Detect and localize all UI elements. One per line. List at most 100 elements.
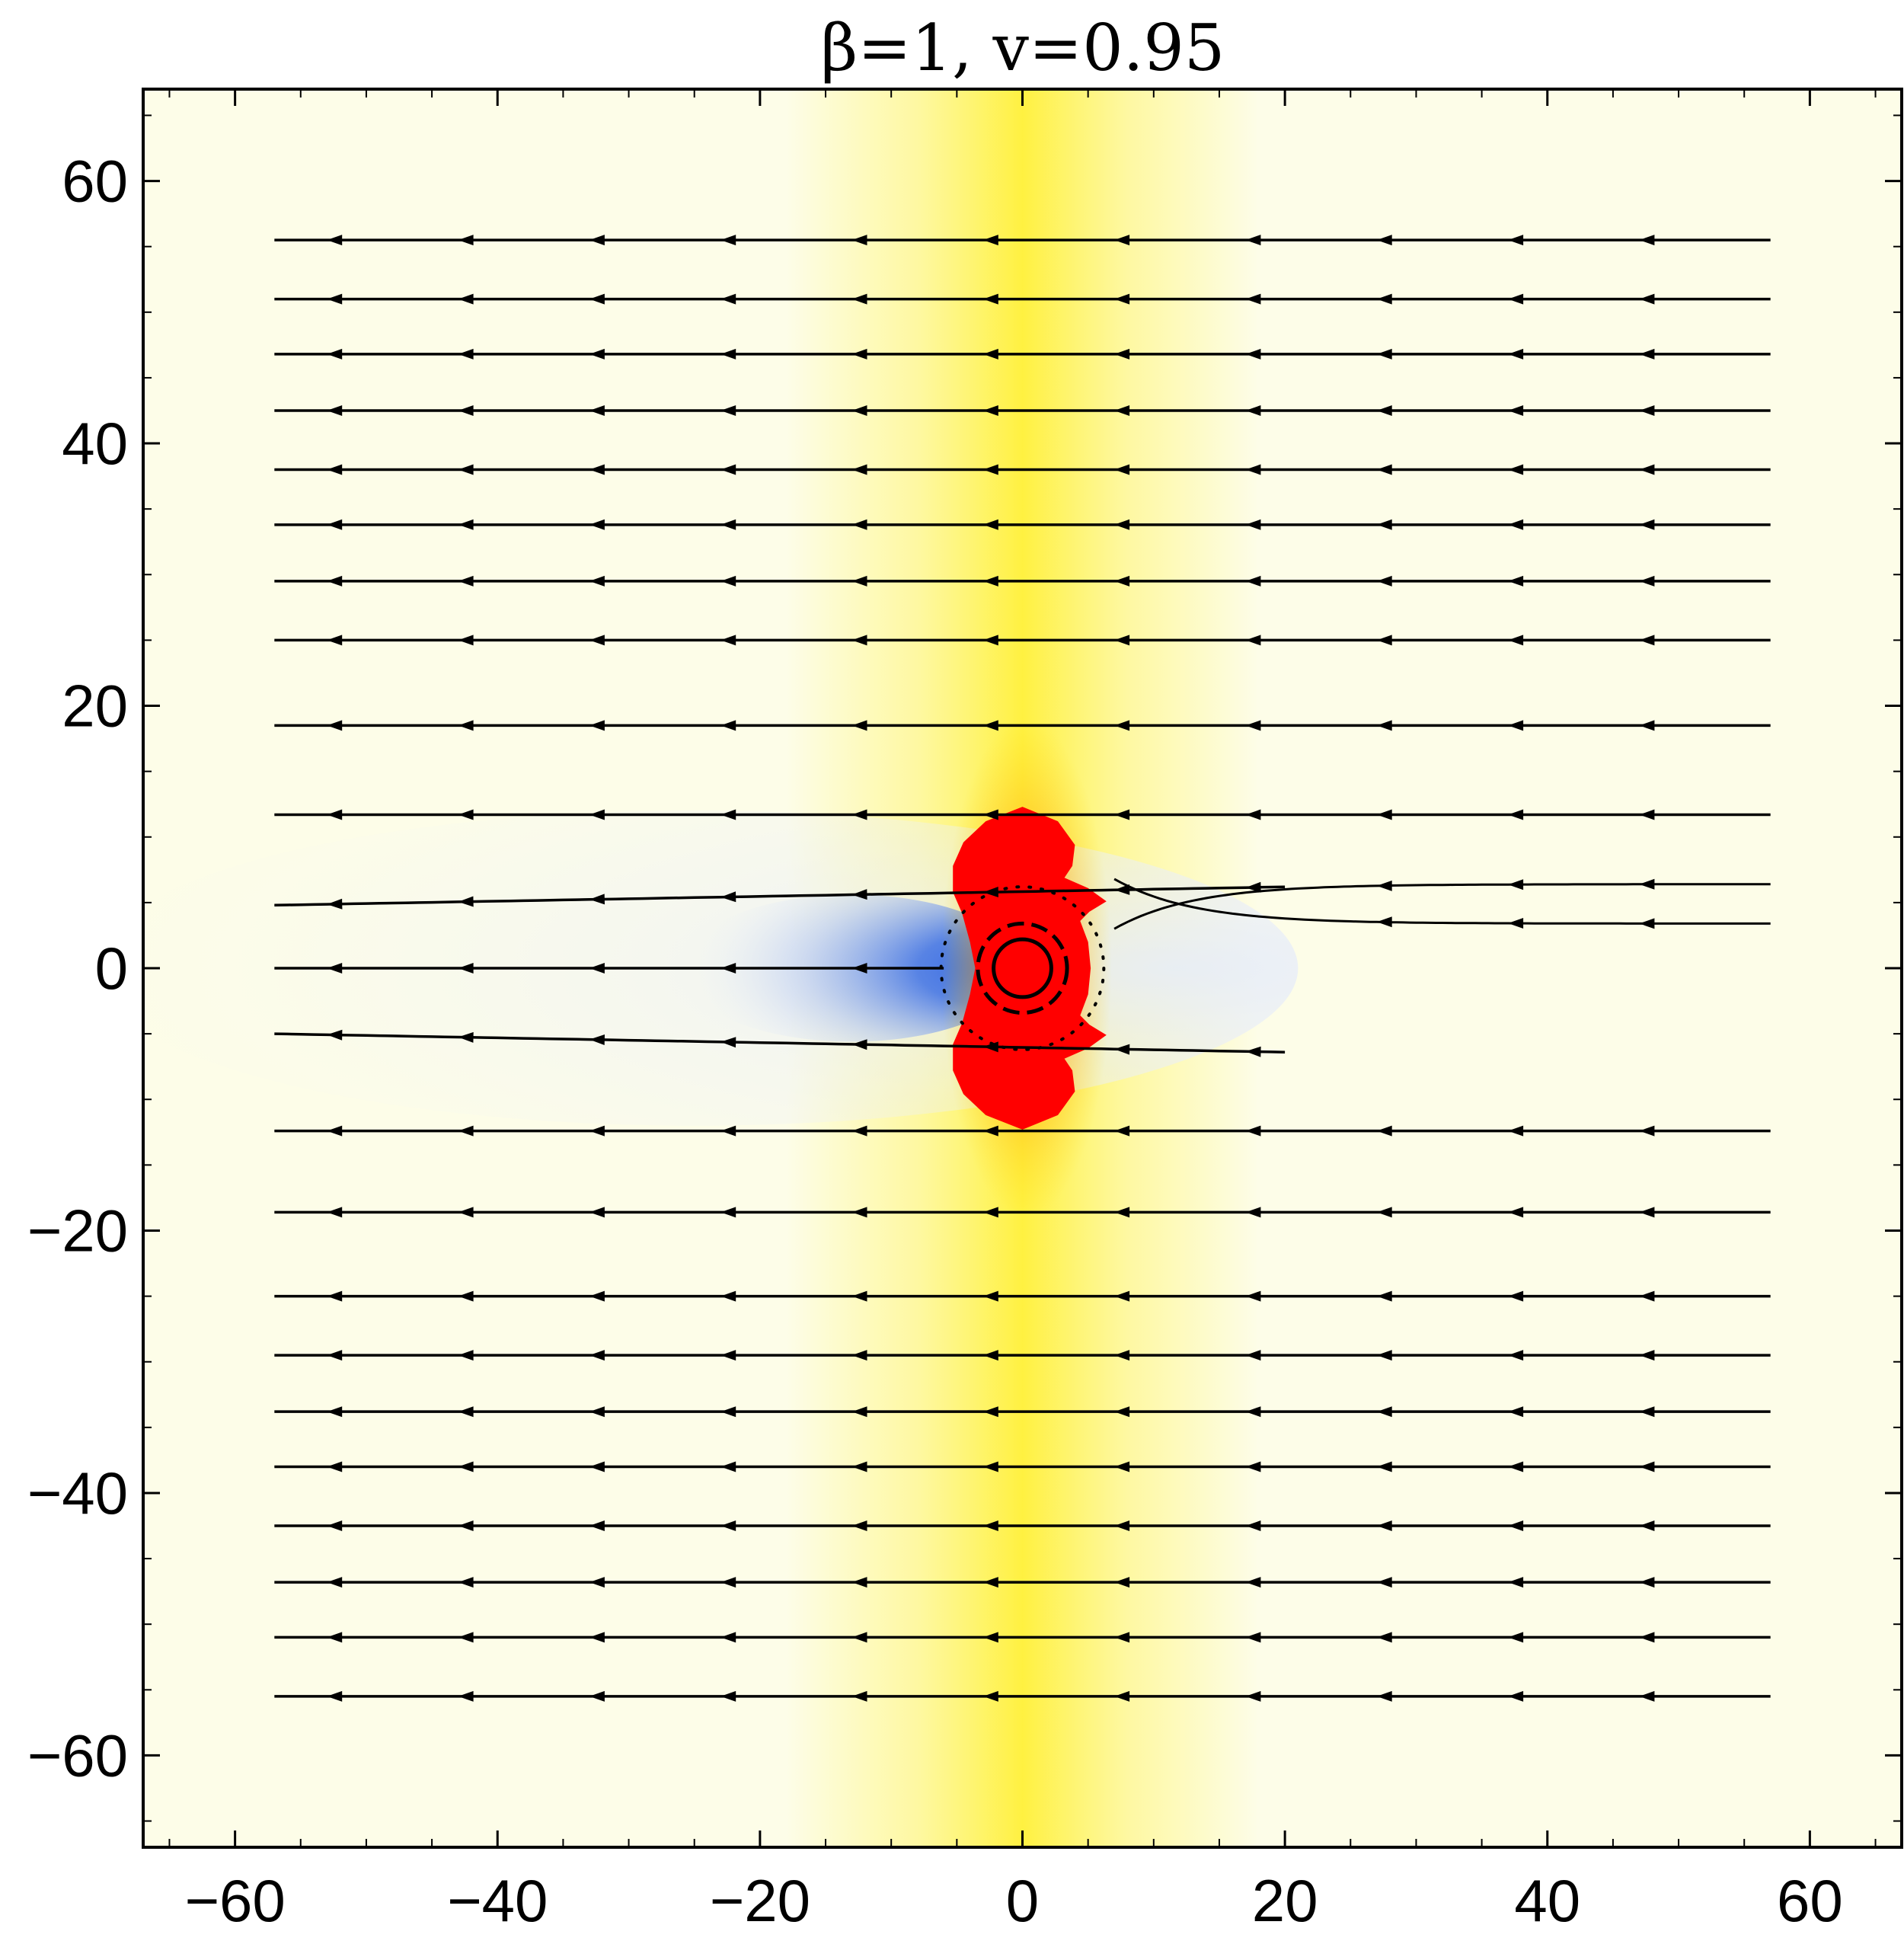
arrowhead xyxy=(1639,878,1655,890)
arrowhead xyxy=(720,519,736,530)
arrowhead xyxy=(1639,293,1655,305)
arrowhead xyxy=(1245,720,1261,731)
arrowhead xyxy=(589,348,605,360)
axis-ticks xyxy=(143,89,1902,1847)
arrowhead xyxy=(1508,635,1524,646)
arrowhead xyxy=(851,1406,867,1418)
arrowhead xyxy=(1508,293,1524,305)
arrowhead xyxy=(851,235,867,246)
arrowhead xyxy=(1114,1520,1130,1531)
arrowhead xyxy=(1508,1520,1524,1531)
chart-title: β=1, v=0.95 xyxy=(821,11,1225,85)
arrowhead xyxy=(982,1350,998,1361)
arrowhead xyxy=(1376,1520,1392,1531)
arrowhead xyxy=(1376,1632,1392,1643)
arrowhead xyxy=(589,1461,605,1472)
arrowhead xyxy=(720,1207,736,1218)
arrowhead xyxy=(327,963,343,974)
arrowhead xyxy=(720,1350,736,1361)
arrowhead xyxy=(982,1207,998,1218)
arrowhead xyxy=(589,1690,605,1702)
arrowhead xyxy=(458,896,474,907)
arrowhead xyxy=(1376,1290,1392,1302)
arrowhead xyxy=(720,293,736,305)
arrowhead xyxy=(327,898,343,910)
arrowhead xyxy=(1245,1690,1261,1702)
arrowhead xyxy=(1639,1690,1655,1702)
arrowhead xyxy=(589,1034,605,1045)
arrowhead xyxy=(1245,1520,1261,1531)
x-tick-label: 60 xyxy=(1777,1867,1843,1934)
arrowhead xyxy=(1376,1577,1392,1588)
arrowhead xyxy=(982,1406,998,1418)
y-tick-label: −60 xyxy=(27,1722,128,1789)
center-circles xyxy=(939,885,1106,1051)
arrowhead xyxy=(1245,1350,1261,1361)
arrowhead xyxy=(1639,575,1655,587)
arrowhead xyxy=(1376,809,1392,820)
y-tick-labels: 60 40 20 0 −20 −40 −60 xyxy=(27,148,128,1789)
arrowhead xyxy=(1114,809,1130,820)
arrowhead xyxy=(1245,1290,1261,1302)
x-tick-label: −20 xyxy=(710,1867,810,1934)
arrowhead xyxy=(327,809,343,820)
arrowhead xyxy=(720,1125,736,1137)
arrowhead xyxy=(1639,918,1655,929)
arrowhead xyxy=(1245,635,1261,646)
arrowhead xyxy=(1508,1577,1524,1588)
arrowhead xyxy=(327,293,343,305)
x-tick-label: 40 xyxy=(1514,1867,1580,1934)
arrowhead xyxy=(982,575,998,587)
arrowhead xyxy=(589,405,605,416)
arrowhead xyxy=(458,635,474,646)
arrowhead xyxy=(1376,1406,1392,1418)
arrowhead xyxy=(327,1290,343,1302)
x-tick-label: −60 xyxy=(184,1867,285,1934)
arrowhead xyxy=(589,575,605,587)
arrowhead xyxy=(982,720,998,731)
arrowhead xyxy=(1114,348,1130,360)
arrowhead xyxy=(1376,720,1392,731)
arrowhead xyxy=(720,720,736,731)
arrowhead xyxy=(589,293,605,305)
arrowhead xyxy=(982,1125,998,1137)
arrowhead xyxy=(589,1125,605,1137)
arrowhead xyxy=(851,1207,867,1218)
arrowhead xyxy=(1376,1125,1392,1137)
arrowhead xyxy=(327,1207,343,1218)
arrowhead xyxy=(589,464,605,475)
arrowhead xyxy=(1245,1577,1261,1588)
arrowhead xyxy=(720,963,736,974)
arrowhead xyxy=(1508,1350,1524,1361)
arrowhead xyxy=(1114,1690,1130,1702)
arrowhead xyxy=(982,293,998,305)
arrowhead xyxy=(1245,235,1261,246)
arrowhead xyxy=(720,1632,736,1643)
arrowhead xyxy=(458,1031,474,1043)
arrowhead xyxy=(851,519,867,530)
x-tick-label: 0 xyxy=(1006,1867,1039,1934)
arrowhead xyxy=(720,1406,736,1418)
arrowhead xyxy=(1114,405,1130,416)
arrowhead xyxy=(1245,405,1261,416)
streamline xyxy=(1113,883,1771,930)
arrowhead xyxy=(720,235,736,246)
arrowhead xyxy=(1508,1690,1524,1702)
arrowhead xyxy=(982,348,998,360)
arrowhead xyxy=(1639,720,1655,731)
arrowhead xyxy=(851,963,867,974)
arrowhead xyxy=(851,293,867,305)
arrowhead xyxy=(1508,1290,1524,1302)
arrowhead xyxy=(982,519,998,530)
x-tick-labels: −60 −40 −20 0 20 40 60 xyxy=(184,1867,1842,1934)
arrowhead xyxy=(1245,1406,1261,1418)
arrowhead xyxy=(720,1461,736,1472)
arrowhead xyxy=(458,1577,474,1588)
arrowhead xyxy=(851,809,867,820)
arrowhead xyxy=(327,235,343,246)
arrowhead xyxy=(982,405,998,416)
arrowhead xyxy=(1376,405,1392,416)
arrowhead xyxy=(851,1690,867,1702)
streamline xyxy=(1113,878,1771,925)
